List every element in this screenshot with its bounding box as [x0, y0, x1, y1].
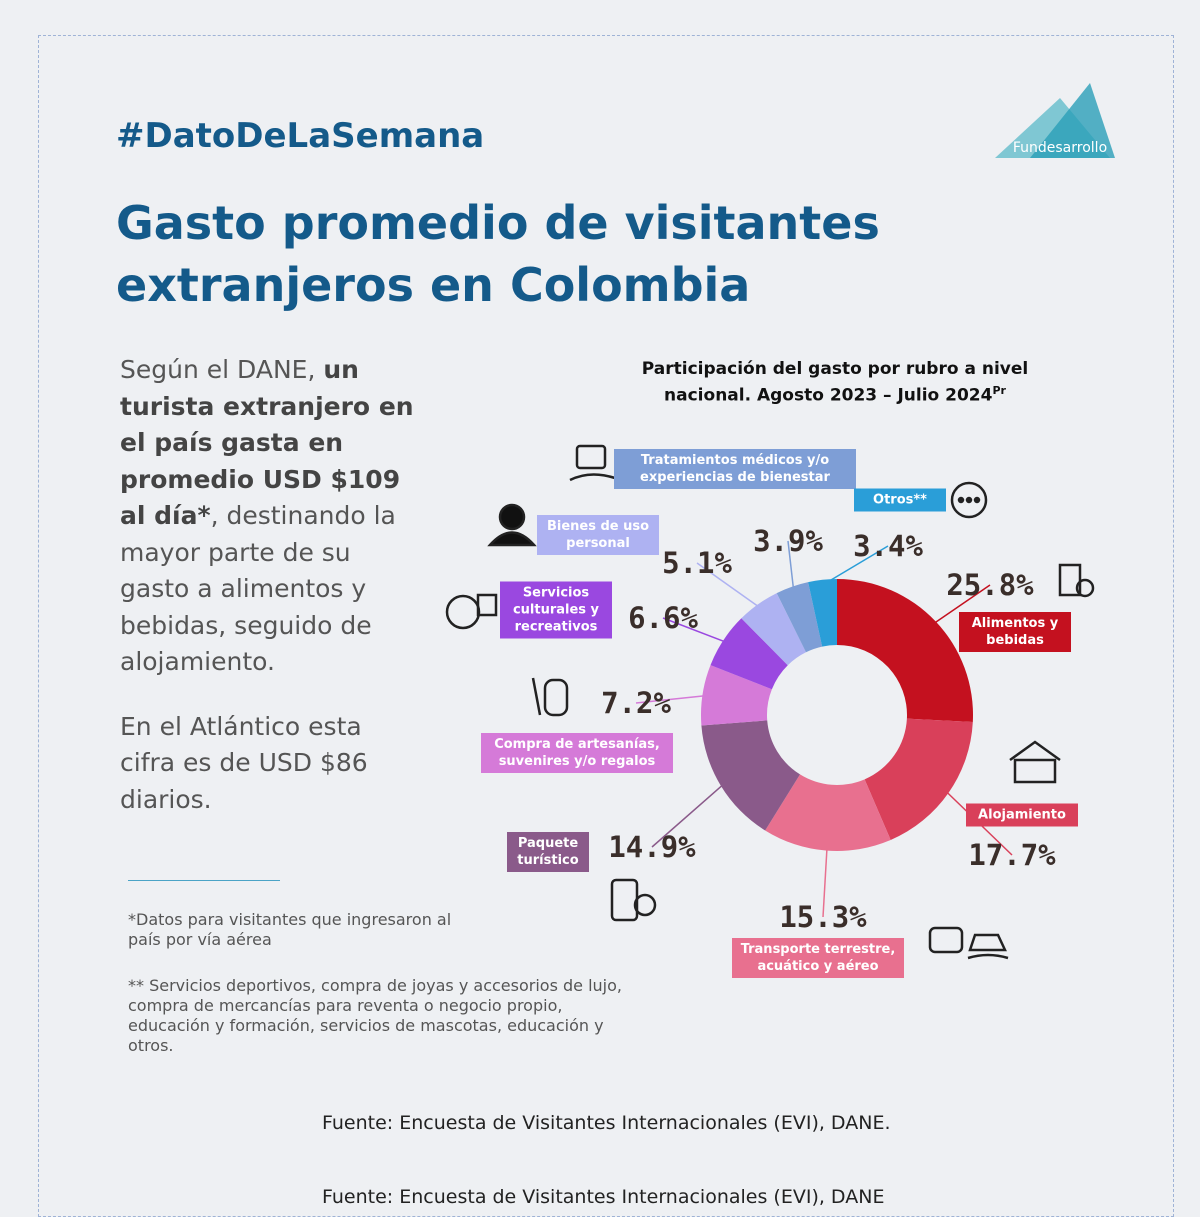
donut-slice	[710, 618, 788, 690]
category-label: Otros**	[854, 488, 946, 512]
title: Gasto promedio de visitantes extranjeros …	[116, 192, 880, 316]
leader-line	[635, 694, 708, 704]
body-text: Según el DANE, un turista extranjero en …	[120, 352, 420, 818]
leader-line	[662, 617, 728, 644]
value-label: 3.9%	[753, 524, 823, 558]
value-label: 14.9%	[608, 830, 696, 864]
icons	[445, 444, 1095, 960]
chart-title: Participación del gasto por rubro a nive…	[600, 358, 1070, 407]
value-label: 7.2%	[601, 686, 671, 720]
category-label: Servicios culturales y recreativos	[500, 581, 612, 639]
logo-shape	[1030, 83, 1115, 158]
category-label: Alojamiento	[966, 803, 1078, 827]
category-label: Paquete turístico	[507, 832, 589, 872]
value-label: 6.6%	[628, 601, 698, 635]
category-label: Alimentos y bebidas	[959, 612, 1071, 652]
text-bold: un turista extranjero en el país gasta e…	[120, 355, 414, 530]
text: , destinando la mayor parte de su gasto …	[120, 501, 396, 676]
text: Según el DANE,	[120, 355, 324, 384]
category-label: Compra de artesanías, suvenires y/o rega…	[481, 733, 673, 773]
donut-slice	[837, 579, 973, 723]
paragraph: Según el DANE, un turista extranjero en …	[120, 352, 420, 681]
title-line: extranjeros en Colombia	[116, 258, 751, 312]
footnote: ** Servicios deportivos, compra de joyas…	[128, 976, 622, 1055]
source: Fuente: Encuesta de Visitantes Internaci…	[322, 1112, 891, 1134]
donut-slice	[864, 718, 973, 840]
paragraph: En el Atlántico esta cifra es de USD $86…	[120, 711, 368, 814]
leader-line	[822, 845, 828, 918]
category-label: Tratamientos médicos y/o experiencias de…	[614, 449, 856, 489]
donut-slice	[741, 593, 806, 666]
divider	[128, 880, 280, 881]
donut-slice	[765, 774, 891, 851]
donut-slice	[776, 582, 823, 653]
donut-slice	[701, 665, 772, 726]
chart-title-sup: Pr	[992, 384, 1006, 397]
donut-slice	[808, 579, 837, 647]
value-label: 15.3%	[779, 900, 867, 934]
chart-title-text: Participación del gasto por rubro a nive…	[641, 359, 1029, 406]
value-label: 5.1%	[662, 546, 732, 580]
category-label: Transporte terrestre, acuático y aéreo	[732, 938, 904, 978]
footnote: *Datos para visitantes que ingresaron al…	[128, 910, 452, 949]
value-label: 25.8%	[946, 568, 1034, 602]
hashtag: #DatoDeLaSemana	[116, 116, 485, 156]
donut-slice	[701, 720, 801, 831]
logo-text: Fundesarrollo	[1013, 140, 1107, 156]
leader-line	[822, 545, 889, 586]
logo: Fundesarrollo	[995, 83, 1115, 158]
value-label: 17.7%	[968, 838, 1056, 872]
leader-line	[931, 584, 991, 626]
leader-line	[787, 540, 795, 592]
category-label: Bienes de uso personal	[537, 515, 659, 555]
leader-line	[651, 782, 726, 848]
value-label: 3.4%	[853, 529, 923, 563]
leader-line	[696, 562, 762, 609]
title-line: Gasto promedio de visitantes	[116, 196, 880, 250]
